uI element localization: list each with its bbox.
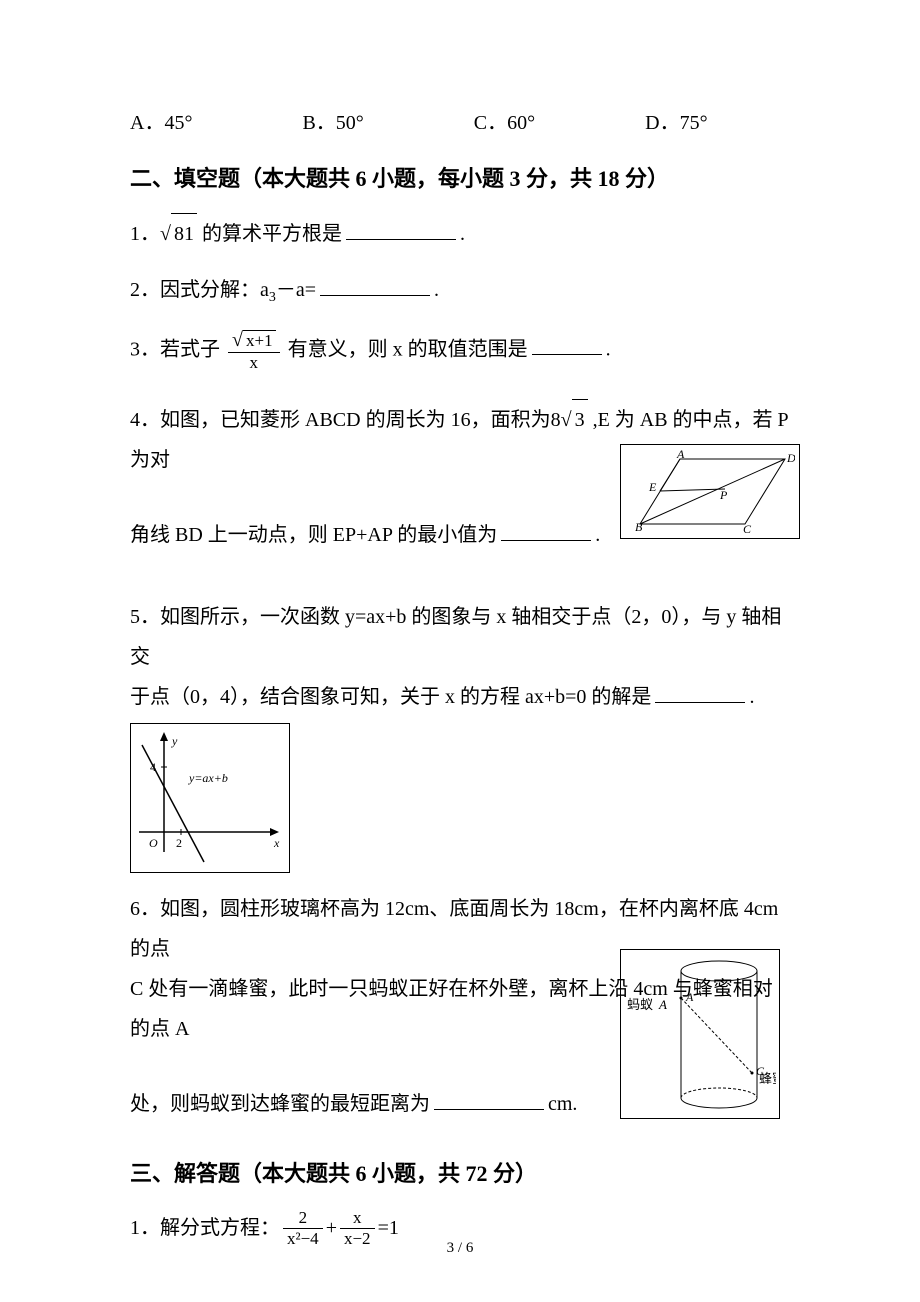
q4-coeff: 8 bbox=[551, 409, 561, 431]
fraction-icon: x+1 x bbox=[228, 328, 280, 373]
label-4: 4 bbox=[150, 760, 156, 774]
question-4: 4．如图，已知菱形 ABCD 的周长为 16，面积为83 ,E 为 AB 的中点… bbox=[130, 399, 790, 555]
sqrt-icon: 3 bbox=[561, 399, 588, 440]
section-3-header: 三、解答题（本大题共 6 小题，共 72 分） bbox=[130, 1154, 790, 1194]
q2-sub: 3 bbox=[269, 290, 276, 305]
q3-sqrt-content: x+1 bbox=[243, 330, 276, 351]
q5-line2-wrap: 于点（0，4），结合图象可知，关于 x 的方程 ax+b=0 的解是. bbox=[130, 677, 790, 717]
s3q1-num1: 2 bbox=[283, 1208, 323, 1229]
question-6: 6．如图，圆柱形玻璃杯高为 12cm、底面周长为 18cm，在杯内离杯底 4cm… bbox=[130, 889, 790, 1124]
line-graph-icon: y x O 4 2 y=ax+b bbox=[134, 727, 286, 869]
q1-sqrt-content: 81 bbox=[171, 213, 197, 254]
choice-a: A．45° bbox=[130, 105, 192, 141]
blank-input[interactable] bbox=[532, 335, 602, 355]
q4-line2: 角线 BD 上一动点，则 EP+AP 的最小值为 bbox=[130, 524, 497, 546]
q5-figure: y x O 4 2 y=ax+b bbox=[130, 723, 290, 873]
q3-numerator: x+1 bbox=[228, 328, 280, 353]
q3-period: . bbox=[606, 338, 611, 360]
label-a: A bbox=[685, 990, 694, 1004]
ant-a: A bbox=[658, 997, 667, 1012]
question-5: 5．如图所示，一次函数 y=ax+b 的图象与 x 轴相交于点（2，0），与 y… bbox=[130, 597, 790, 873]
choice-row: A．45° B．50° C．60° D．75° bbox=[130, 105, 790, 141]
page-number: 3 / 6 bbox=[0, 1235, 920, 1262]
q4-period: . bbox=[595, 524, 600, 546]
q3-denominator: x bbox=[228, 353, 280, 373]
q1-prefix: 1． bbox=[130, 223, 160, 245]
q5-period: . bbox=[749, 686, 754, 708]
choice-c: C．60° bbox=[474, 105, 535, 141]
q2-text: 2．因式分解：a bbox=[130, 279, 269, 301]
q4-line1-before: 4．如图，已知菱形 ABCD 的周长为 16，面积为 bbox=[130, 409, 551, 431]
label-2: 2 bbox=[176, 836, 182, 850]
label-b: B bbox=[635, 520, 643, 534]
question-2: 2．因式分解：a3－a=. bbox=[130, 270, 790, 312]
section-2-header: 二、填空题（本大题共 6 小题，每小题 3 分，共 18 分） bbox=[130, 159, 790, 199]
ant-label: 蚂蚁 bbox=[627, 997, 653, 1012]
q1-period: . bbox=[460, 223, 465, 245]
blank-input[interactable] bbox=[320, 276, 430, 296]
blank-input[interactable] bbox=[346, 220, 456, 240]
label-e: E bbox=[648, 480, 657, 494]
label-d: D bbox=[786, 451, 795, 465]
sqrt-icon: 81 bbox=[160, 213, 197, 254]
sqrt-icon: x+1 bbox=[232, 328, 276, 352]
q3-text-after: 有意义，则 x 的取值范围是 bbox=[283, 338, 528, 360]
label-c: C bbox=[743, 522, 752, 534]
q5-line1: 5．如图所示，一次函数 y=ax+b 的图象与 x 轴相交于点（2，0），与 y… bbox=[130, 597, 790, 677]
rhombus-diagram-icon: A D B C E P bbox=[625, 449, 795, 534]
q2-text2: －a= bbox=[276, 279, 316, 301]
q6-unit: cm. bbox=[548, 1093, 577, 1115]
origin-label: O bbox=[149, 836, 158, 850]
q2-period: . bbox=[434, 279, 439, 301]
q1-text-after: 的算术平方根是 bbox=[197, 223, 342, 245]
blank-input[interactable] bbox=[501, 521, 591, 541]
question-3: 3．若式子 x+1 x 有意义，则 x 的取值范围是. bbox=[130, 328, 790, 373]
cylinder-diagram-icon: A C 蚂蚁 A 蜂蜜 bbox=[624, 953, 776, 1115]
label-p: P bbox=[719, 488, 728, 502]
q4-figure: A D B C E P bbox=[620, 444, 800, 539]
question-1: 1． 81 的算术平方根是. bbox=[130, 213, 790, 254]
choice-b: B．50° bbox=[302, 105, 363, 141]
eq-label: y=ax+b bbox=[188, 771, 228, 785]
q4-sqrt: 3 bbox=[572, 399, 588, 440]
blank-input[interactable] bbox=[655, 683, 745, 703]
q3-text-before: 3．若式子 bbox=[130, 338, 225, 360]
q6-figure: A C 蚂蚁 A 蜂蜜 bbox=[620, 949, 780, 1119]
s3q1-num2: x bbox=[340, 1208, 375, 1229]
x-label: x bbox=[273, 836, 280, 850]
y-label: y bbox=[171, 734, 178, 748]
choice-d: D．75° bbox=[645, 105, 707, 141]
label-a: A bbox=[676, 449, 685, 461]
honey-label: 蜂蜜 bbox=[759, 1071, 776, 1086]
blank-input[interactable] bbox=[434, 1090, 544, 1110]
q6-line3: 处，则蚂蚁到达蜂蜜的最短距离为 bbox=[130, 1093, 430, 1115]
q5-line2: 于点（0，4），结合图象可知，关于 x 的方程 ax+b=0 的解是 bbox=[130, 686, 651, 708]
